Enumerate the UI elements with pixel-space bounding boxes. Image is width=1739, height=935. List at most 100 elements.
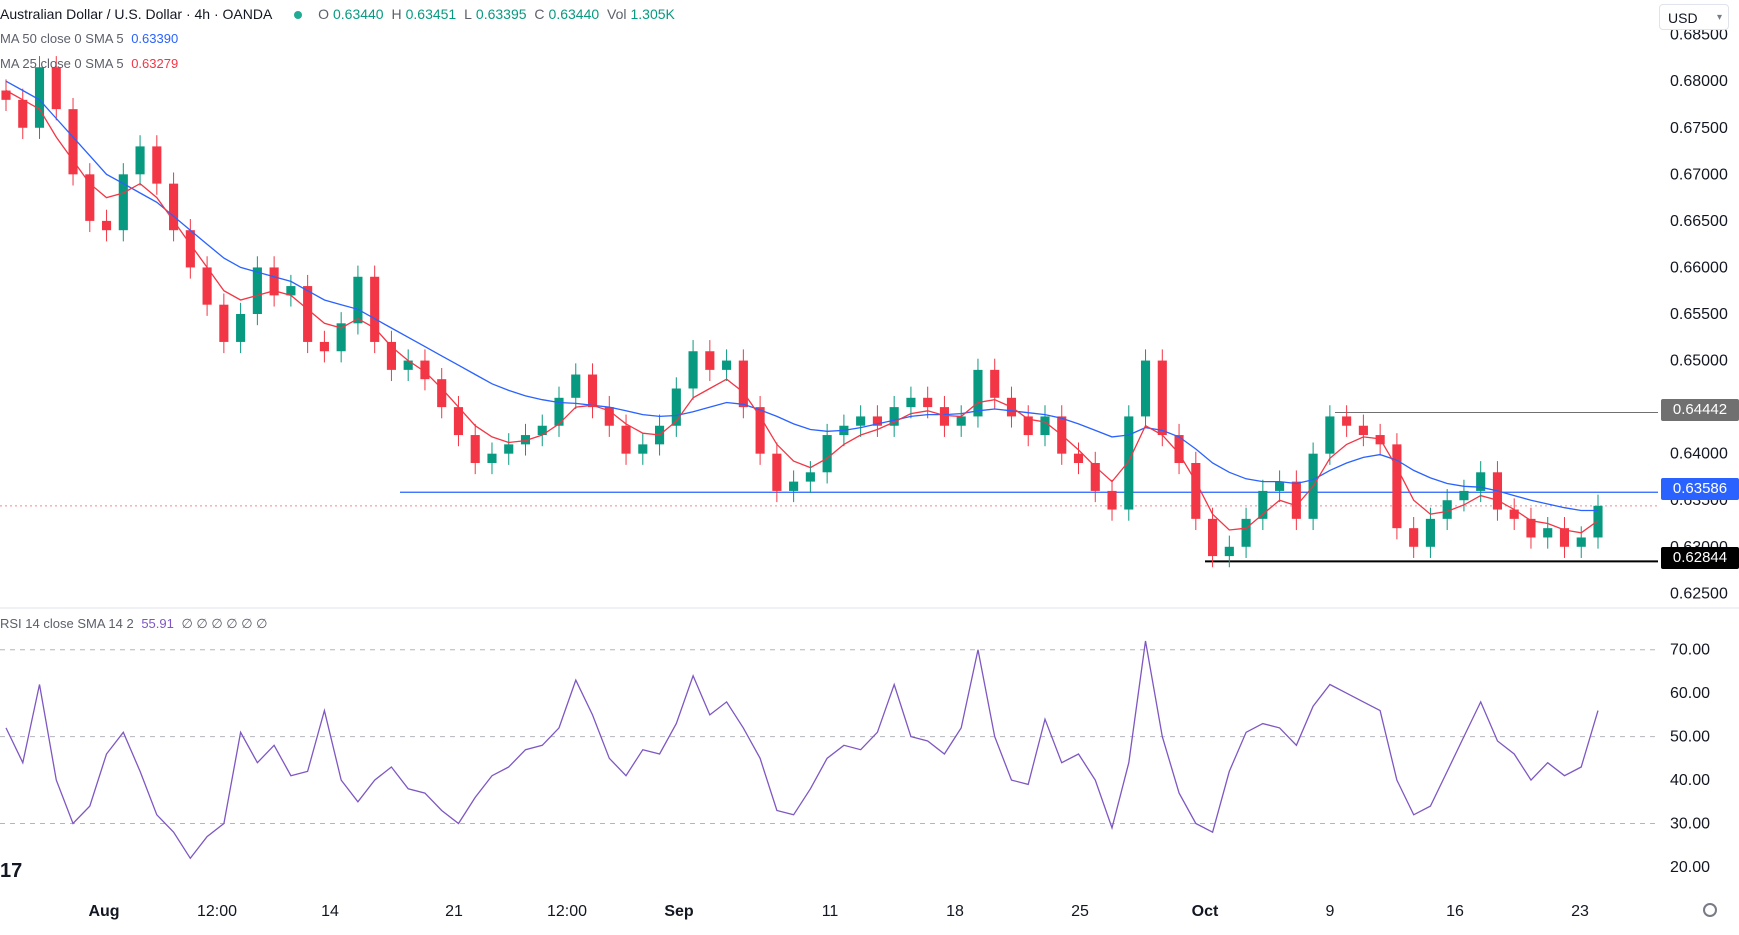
candle-body (956, 416, 966, 426)
tradingview-logo: 17 (0, 860, 23, 882)
candle-body (101, 220, 112, 231)
currency-select[interactable]: USD ▾ (1659, 4, 1729, 30)
rsi-tick-label: 40.00 (1670, 772, 1710, 789)
candle-body (504, 444, 514, 454)
candle-body (1509, 509, 1519, 519)
symbol-legend[interactable]: Australian Dollar / U.S. Dollar · 4h · O… (0, 6, 679, 22)
rsi-legend[interactable]: RSI 14 close SMA 14 2 55.91 ∅ ∅ ∅ ∅ ∅ ∅ (0, 616, 272, 632)
candle-body (319, 341, 329, 352)
candle-body (1342, 416, 1352, 426)
ohlc-open-value: 0.63440 (332, 6, 384, 22)
time-tick-label: Sep (664, 903, 694, 920)
candle-body (219, 304, 229, 342)
candle-body (1258, 490, 1268, 519)
time-tick-label: 12:00 (197, 903, 237, 920)
market-status-dot (294, 11, 303, 20)
candle-body (51, 67, 61, 110)
gear-icon[interactable] (1703, 903, 1717, 917)
candle-body (202, 267, 212, 305)
ohlc-low-label: L (464, 6, 472, 22)
candle-body (1107, 490, 1117, 510)
candle-body (18, 99, 28, 128)
chevron-down-icon: ▾ (1716, 12, 1722, 23)
candle-body (722, 360, 732, 370)
candle-body (973, 369, 983, 417)
price-pane[interactable] (0, 56, 1658, 568)
candle-body (85, 174, 95, 221)
candle-body (638, 444, 648, 454)
candle-body (169, 183, 179, 231)
time-tick-label: 11 (822, 903, 839, 920)
ohlc-close-label: C (534, 6, 545, 22)
rsi-value: 55.91 (141, 616, 174, 631)
ma25-value: 0.63279 (131, 56, 179, 71)
ohlc-close-value: 0.63440 (548, 6, 600, 22)
candle-body (1425, 518, 1435, 547)
candle-body (269, 267, 279, 296)
time-tick-label: 21 (445, 903, 463, 920)
ma50-value: 0.63390 (131, 31, 179, 46)
candle-body (370, 276, 380, 342)
price-tick-label: 0.68000 (1670, 73, 1728, 90)
candle-body (772, 453, 782, 491)
price-tick-label: 0.64000 (1670, 446, 1728, 463)
price-tick-label: 0.66500 (1670, 213, 1728, 230)
time-axis[interactable]: Aug 12:00 14 21 12:00 Sep 11 18 25 Oct 9 16 23 (88, 903, 1589, 920)
candle-body (755, 407, 765, 454)
candle-body (1157, 360, 1167, 436)
rsi-pane[interactable] (0, 640, 1658, 860)
ma50-line (5, 80, 1598, 512)
time-tick-label: 9 (1326, 903, 1335, 920)
candle-body (353, 276, 363, 324)
candle-body (923, 397, 933, 408)
time-tick-label: 12:00 (547, 903, 587, 920)
ma25-legend[interactable]: MA 25 close 0 SMA 5 0.63279 (0, 56, 182, 71)
ma25-line (5, 89, 1599, 534)
candle-body (939, 407, 950, 426)
candle-body (604, 407, 614, 426)
candle-body (420, 360, 430, 380)
candle-body (1358, 425, 1368, 436)
time-tick-label: 18 (946, 903, 964, 920)
candle-body (571, 374, 581, 398)
candle-body (1241, 518, 1251, 547)
volume-value: 1.305K (630, 6, 675, 22)
ma50-legend[interactable]: MA 50 close 0 SMA 5 0.63390 (0, 31, 182, 46)
candle-body (705, 351, 715, 370)
candle-body (537, 425, 547, 436)
currency-value: USD (1668, 10, 1698, 26)
candle-body (286, 286, 296, 296)
price-axis[interactable]: 0.68500 0.68000 0.67500 0.67000 0.66500 0.660… (1670, 27, 1728, 876)
candle-body (822, 435, 832, 473)
candle-body (889, 407, 899, 426)
ohlc-high-value: 0.63451 (405, 6, 457, 22)
candle-body (386, 341, 396, 370)
rsi-tick-label: 70.00 (1670, 642, 1710, 659)
ma50-label: MA 50 close 0 SMA 5 (0, 31, 124, 46)
candle-body (487, 453, 497, 463)
candle-body (1543, 528, 1553, 538)
time-tick-label: 14 (321, 903, 339, 920)
candle-body (118, 174, 128, 231)
candle-body (1442, 500, 1452, 519)
ohlc-high-label: H (391, 6, 402, 22)
candle-body (1208, 518, 1218, 557)
candle-body (872, 416, 882, 426)
candle-body (437, 379, 447, 408)
candle-body (906, 397, 916, 408)
rsi-tick-label: 30.00 (1670, 816, 1710, 833)
price-tick-label: 0.65000 (1670, 353, 1728, 370)
symbol-title[interactable]: Australian Dollar / U.S. Dollar · 4h · O… (0, 6, 273, 22)
candle-body (1090, 462, 1100, 491)
price-tag-low: 0.62844 (1661, 547, 1739, 569)
price-tag-resistance: 0.64442 (1661, 399, 1739, 421)
ma25-label: MA 25 close 0 SMA 5 (0, 56, 124, 71)
candle-body (470, 435, 480, 463)
candle-body (236, 314, 246, 342)
candle-body (1040, 416, 1050, 436)
candle-body (688, 351, 698, 389)
rsi-line (5, 640, 1599, 860)
time-tick-label: 16 (1446, 903, 1464, 920)
candle-body (587, 374, 598, 408)
